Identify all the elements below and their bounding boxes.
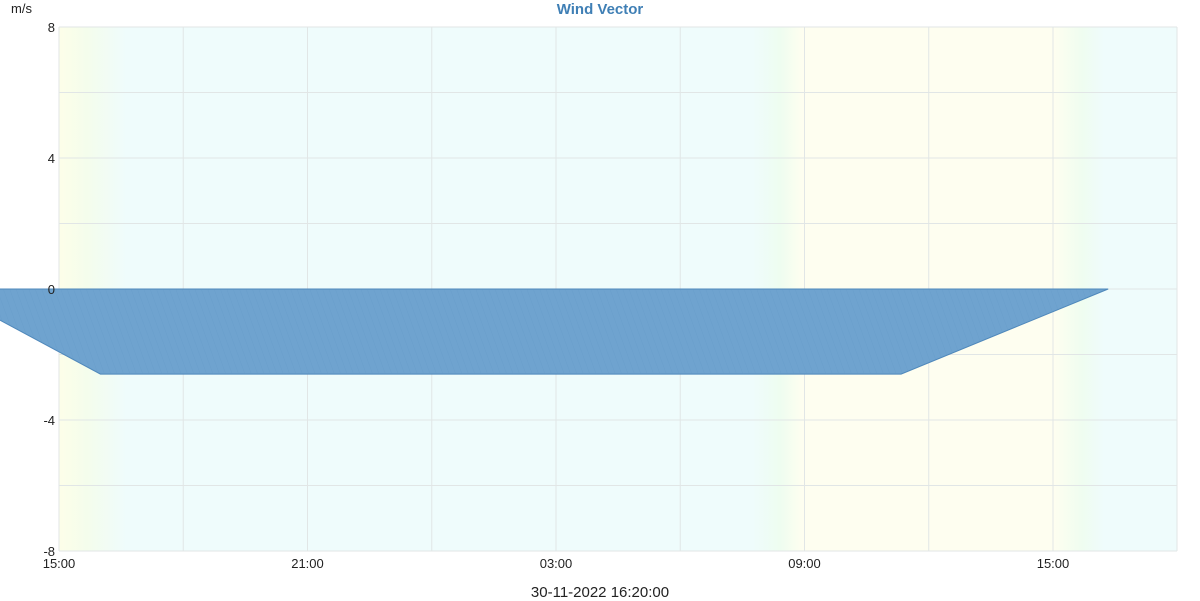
x-tick-label: 15:00 [1037, 556, 1070, 571]
x-axis-ticks: 15:00 21:00 03:00 09:00 15:00 [43, 556, 1070, 571]
x-tick-label: 15:00 [43, 556, 76, 571]
y-tick-label: 4 [48, 151, 55, 166]
x-tick-label: 21:00 [291, 556, 324, 571]
x-tick-label: 09:00 [788, 556, 821, 571]
y-tick-label: 8 [48, 20, 55, 35]
x-tick-label: 03:00 [540, 556, 573, 571]
footer-timestamp: 30-11-2022 16:20:00 [0, 584, 1200, 601]
y-tick-label: -4 [43, 413, 55, 428]
y-tick-label: 0 [48, 282, 55, 297]
